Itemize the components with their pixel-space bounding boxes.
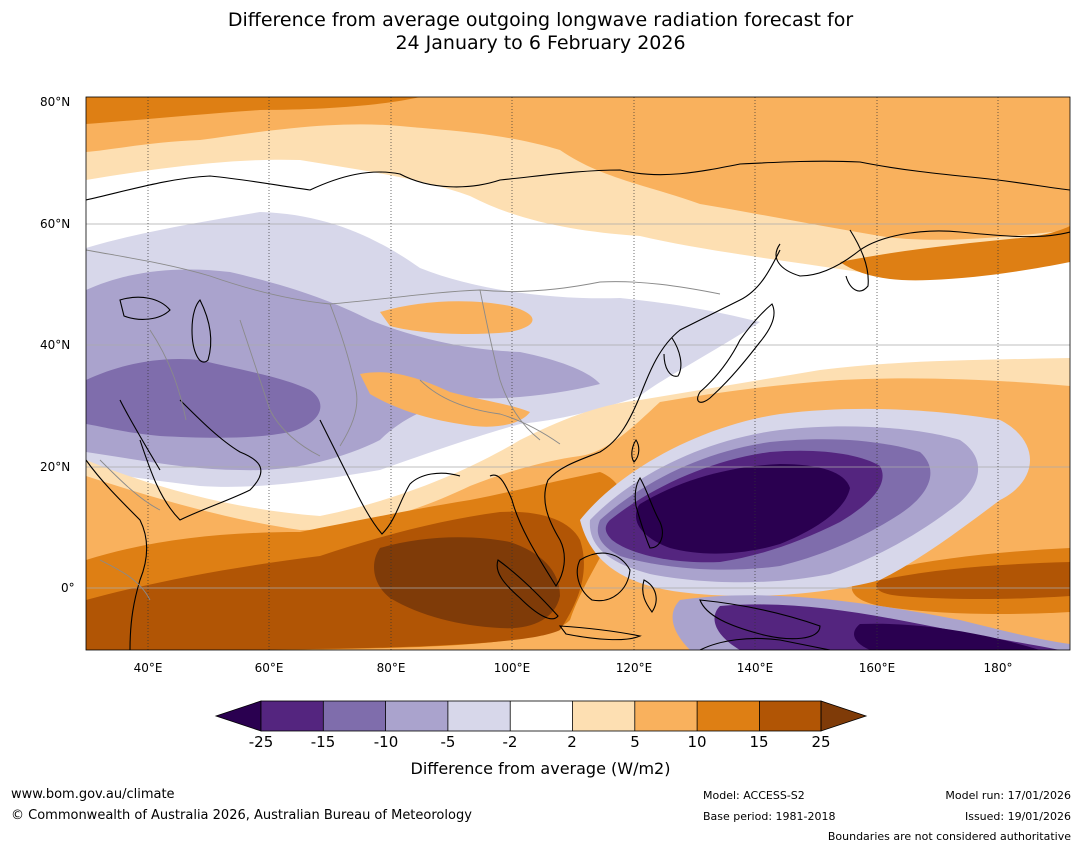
colorbar-swatch bbox=[510, 701, 573, 731]
arabia-coastline bbox=[139, 399, 262, 521]
arctic-strong-positive-zone bbox=[86, 97, 420, 124]
east-siberia-positive-zone bbox=[840, 226, 1070, 281]
lon-label-120e: 120°E bbox=[615, 661, 653, 675]
map-frame bbox=[85, 96, 1071, 651]
sumatra-coastline bbox=[496, 559, 559, 620]
colorbar-tick-label: -5 bbox=[440, 733, 456, 751]
lon-label-180: 180° bbox=[983, 661, 1013, 675]
himalaya-positive-patch bbox=[360, 372, 530, 427]
colorbar-swatch bbox=[634, 701, 698, 731]
colorbar-under-arrow bbox=[214, 700, 262, 732]
lon-label-60e: 60°E bbox=[254, 661, 284, 675]
lat-label-equator: 0° bbox=[61, 581, 75, 595]
sulawesi-coastline bbox=[642, 579, 657, 613]
title-line-2: 24 January to 6 February 2026 bbox=[395, 32, 686, 54]
iran-strong-negative-zone bbox=[86, 358, 321, 438]
arctic-coastline bbox=[86, 160, 1070, 201]
map-meridians bbox=[147, 97, 999, 650]
colorbar-tick-label: -15 bbox=[310, 733, 336, 751]
lat-label-80n: 80°N bbox=[40, 95, 71, 109]
red-sea-coastline bbox=[119, 399, 161, 471]
lon-label-160e: 160°E bbox=[858, 661, 896, 675]
japan-coastline bbox=[697, 303, 775, 403]
lon-label-40e: 40°E bbox=[133, 661, 163, 675]
colorbar-tick-label: 25 bbox=[811, 733, 831, 751]
indian-ocean-extreme-positive-zone bbox=[374, 537, 560, 629]
anomaly-map bbox=[85, 96, 1071, 651]
africa-coastline bbox=[86, 459, 148, 650]
copyright-notice: © Commonwealth of Australia 2026, Austra… bbox=[11, 808, 472, 823]
taiwan-coastline bbox=[631, 439, 640, 463]
colorbar-dividers bbox=[260, 700, 822, 732]
country-borders bbox=[86, 249, 721, 601]
colorbar-tick-label: 15 bbox=[749, 733, 769, 751]
lon-label-80e: 80°E bbox=[376, 661, 406, 675]
lat-label-40n: 40°N bbox=[40, 338, 71, 352]
colorbar bbox=[214, 700, 868, 732]
philippines-coastline bbox=[634, 476, 663, 549]
black-sea-coastline bbox=[119, 296, 171, 320]
colorbar-swatch bbox=[261, 701, 324, 731]
lon-label-100e: 100°E bbox=[493, 661, 531, 675]
colorbar-swatch bbox=[323, 701, 386, 731]
model-run-date: Model run: 17/01/2026 bbox=[945, 789, 1071, 802]
borneo-coastline bbox=[576, 552, 631, 602]
central-pacific-strong-positive-zone bbox=[876, 562, 1070, 599]
colorbar-swatch bbox=[447, 701, 511, 731]
colorbar-tick-label: 10 bbox=[687, 733, 707, 751]
arctic-positive-zone bbox=[86, 97, 1070, 240]
indochina-coastline bbox=[489, 474, 565, 588]
model-name: Model: ACCESS-S2 bbox=[703, 789, 805, 802]
map-gridlines bbox=[86, 223, 1070, 589]
new-guinea-coastline bbox=[699, 599, 821, 640]
boundaries-disclaimer: Boundaries are not considered authoritat… bbox=[827, 830, 1071, 843]
colorbar-over-arrow bbox=[820, 700, 868, 732]
colorbar-swatch bbox=[385, 701, 448, 731]
colorbar-swatch bbox=[697, 701, 760, 731]
india-coastline bbox=[319, 419, 461, 535]
lon-label-140e: 140°E bbox=[736, 661, 774, 675]
banda-sea-extreme-negative-zone bbox=[854, 623, 1040, 650]
lat-label-20n: 20°N bbox=[40, 460, 71, 474]
colorbar-tick-label: -10 bbox=[373, 733, 399, 751]
kamchatka-coastline bbox=[845, 229, 869, 292]
colorbar-swatch bbox=[572, 701, 635, 731]
philippine-sea-extreme-negative-zone bbox=[636, 464, 850, 554]
korea-coastline bbox=[663, 337, 682, 377]
colorbar-label: Difference from average (W/m2) bbox=[410, 759, 671, 778]
title-line-1: Difference from average outgoing longwav… bbox=[227, 9, 854, 31]
base-period: Base period: 1981-2018 bbox=[703, 810, 836, 823]
colorbar-swatch bbox=[759, 701, 821, 731]
colorbar-tick-label: -25 bbox=[248, 733, 274, 751]
lat-label-60n: 60°N bbox=[40, 217, 71, 231]
australia-coastline bbox=[699, 637, 831, 650]
colorbar-tick-label: -2 bbox=[502, 733, 518, 751]
java-coastline bbox=[558, 625, 642, 641]
okhotsk-coastline bbox=[775, 230, 1070, 277]
east-asia-coastline bbox=[547, 249, 781, 481]
mongolia-positive-patch bbox=[380, 301, 533, 334]
website-link[interactable]: www.bom.gov.au/climate bbox=[11, 787, 175, 802]
caspian-coastline bbox=[191, 299, 212, 363]
colorbar-tick-label: 2 bbox=[567, 733, 577, 751]
issued-date: Issued: 19/01/2026 bbox=[964, 810, 1071, 823]
colorbar-tick-label: 5 bbox=[630, 733, 640, 751]
coastlines bbox=[86, 160, 1070, 650]
chart-title: Difference from average outgoing longwav… bbox=[0, 9, 1081, 55]
